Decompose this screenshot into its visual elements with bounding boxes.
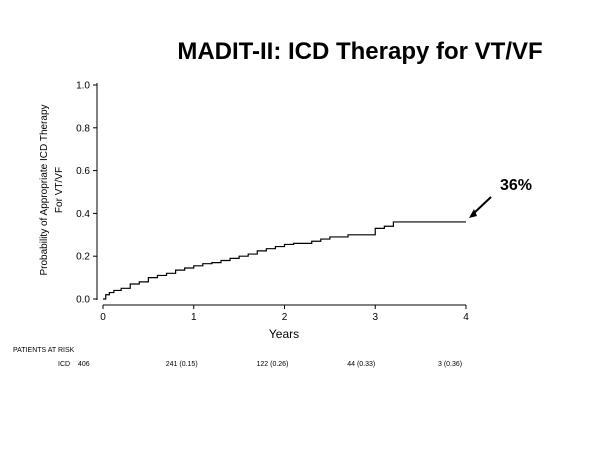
- y-tick-label: 0.8: [76, 123, 90, 134]
- risk-table-row-label: ICD: [58, 361, 70, 368]
- annotation-group: 36%: [469, 177, 532, 218]
- x-tick-label: 0: [100, 312, 106, 323]
- risk-table-header: PATIENTS AT RISK: [13, 347, 75, 354]
- risk-table-cell: 406: [78, 361, 90, 368]
- risk-table: PATIENTS AT RISK ICD 406 241 (0.15) 122 (0…: [13, 347, 462, 368]
- y-axis-label-line2: For VT/VF: [54, 167, 65, 213]
- chart-title: MADIT-II: ICD Therapy for VT/VF: [177, 38, 543, 65]
- x-tick-label: 4: [463, 312, 469, 323]
- annotation-label: 36%: [500, 177, 532, 194]
- x-tick-label: 3: [372, 312, 378, 323]
- risk-table-cell: 241 (0.15): [166, 361, 198, 368]
- risk-table-cell: 44 (0.33): [347, 361, 375, 368]
- series-group: [103, 221, 466, 300]
- x-tick-label: 2: [282, 312, 288, 323]
- y-tick-label: 0.0: [76, 295, 90, 306]
- y-tick-label: 0.4: [76, 209, 90, 220]
- risk-table-cell: 3 (0.36): [438, 361, 462, 368]
- annotation-arrow-head: [469, 209, 477, 218]
- y-tick-label: 0.6: [76, 166, 90, 177]
- x-tick-label: 1: [191, 312, 197, 323]
- risk-table-cell: 122 (0.26): [257, 361, 289, 368]
- y-axis-label-line1: Probability of Appropriate ICD Therapy: [39, 104, 50, 275]
- y-ticks: 0.0 0.2 0.4 0.6 0.8 1.0: [76, 81, 97, 306]
- series-line: [103, 221, 466, 300]
- annotation-arrow-shaft: [472, 196, 492, 215]
- x-ticks: 0 1 2 3 4: [100, 305, 469, 323]
- x-axis-label: Years: [269, 327, 299, 341]
- y-tick-label: 1.0: [76, 81, 90, 92]
- y-tick-label: 0.2: [76, 252, 90, 263]
- axes: [96, 83, 466, 306]
